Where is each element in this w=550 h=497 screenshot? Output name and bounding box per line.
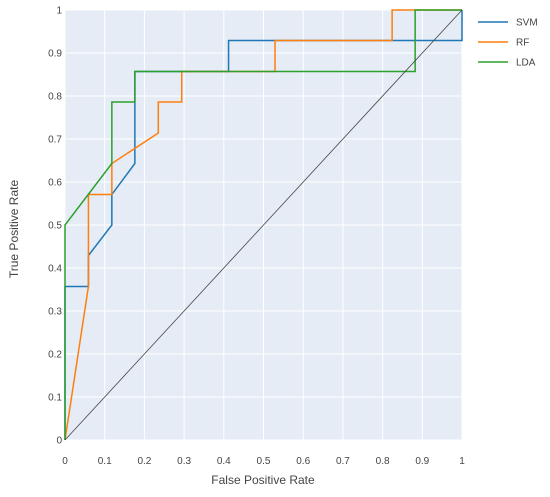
x-tick-label: 0.8 — [376, 456, 390, 467]
x-tick-label: 0.5 — [257, 456, 271, 467]
legend-label-rf: RF — [516, 38, 529, 49]
x-tick-label: 0.1 — [98, 456, 112, 467]
x-tick-label: 0.4 — [217, 456, 231, 467]
x-tick-label: 0.3 — [177, 456, 191, 467]
y-tick-label: 0.9 — [48, 49, 62, 60]
legend-label-svm: SVM — [516, 18, 538, 29]
y-tick-label: 1 — [56, 6, 62, 17]
y-tick-label: 0.7 — [48, 135, 62, 146]
series-line-lda — [64, 9, 462, 440]
y-tick-label: 0.5 — [48, 221, 62, 232]
x-axis-ticks: 0 0.1 0.2 0.3 0.4 0.5 0.6 0.7 0.8 0.9 1 — [62, 456, 465, 467]
x-tick-label: 0 — [62, 456, 68, 467]
reference-diagonal-line — [64, 9, 463, 441]
x-axis-title: False Positive Rate — [211, 473, 315, 487]
x-tick-label: 0.2 — [137, 456, 151, 467]
y-tick-label: 0.1 — [48, 393, 62, 404]
y-axis-ticks: 0 0.1 0.2 0.3 0.4 0.5 0.6 0.7 0.8 0.9 1 — [48, 6, 62, 447]
x-tick-label: 0.9 — [415, 456, 429, 467]
x-tick-label: 0.6 — [296, 456, 310, 467]
legend: SVM RF LDA — [478, 18, 538, 69]
series-layer — [64, 9, 463, 441]
x-tick-label: 0.7 — [336, 456, 350, 467]
grid-lines — [64, 9, 463, 441]
x-tick-label: 1 — [459, 456, 465, 467]
y-tick-label: 0.3 — [48, 307, 62, 318]
legend-label-lda: LDA — [516, 58, 536, 69]
y-tick-label: 0 — [56, 436, 62, 447]
y-axis-title: True Positive Rate — [7, 180, 21, 279]
y-tick-label: 0.2 — [48, 350, 62, 361]
y-tick-label: 0.6 — [48, 178, 62, 189]
series-line-rf — [64, 9, 462, 441]
y-tick-label: 0.8 — [48, 92, 62, 103]
y-tick-label: 0.4 — [48, 264, 62, 275]
